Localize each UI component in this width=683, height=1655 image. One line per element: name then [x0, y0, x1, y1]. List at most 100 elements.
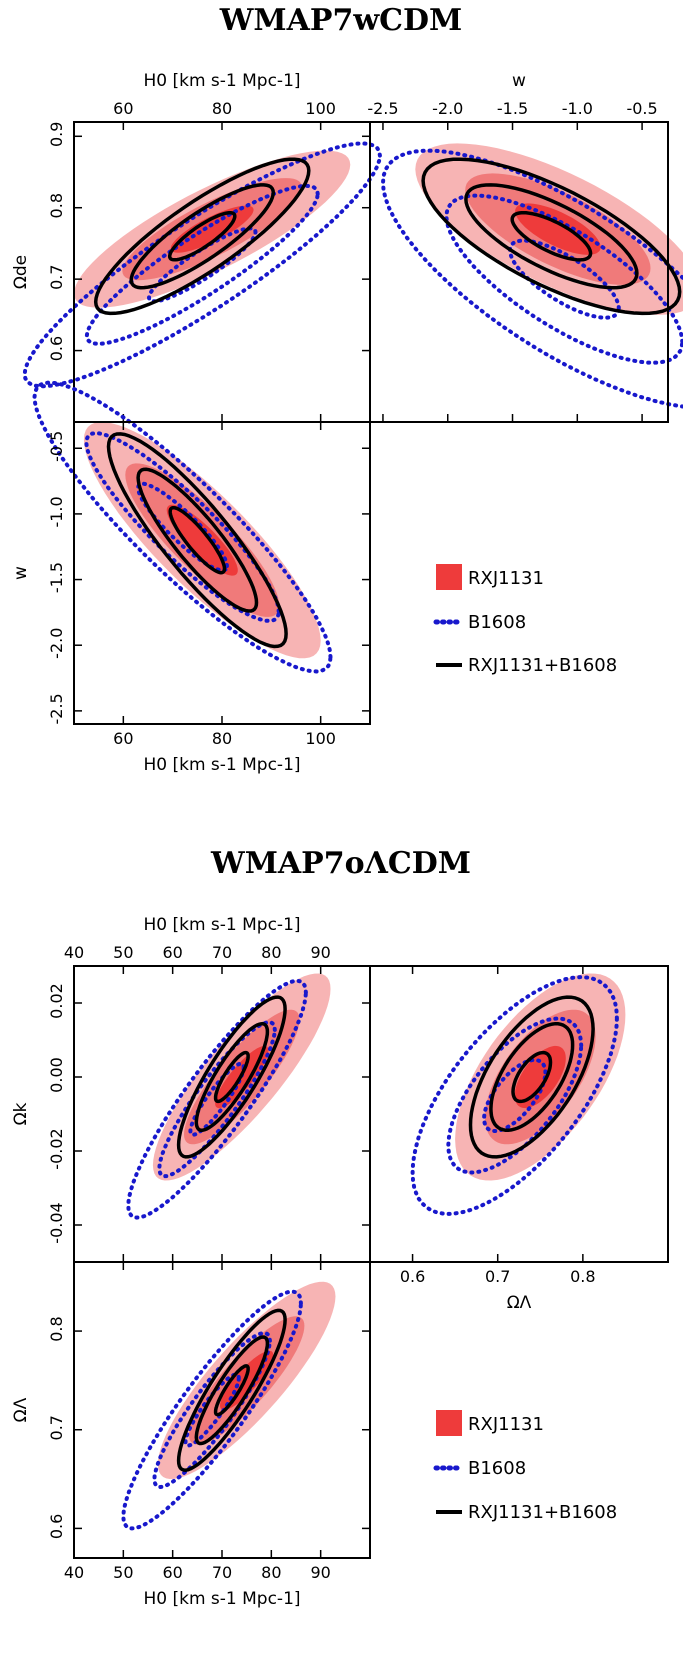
panel-h0_ok: 40 50 60 70 80 90 -0.04 -0.02 0.00 0.02 H0 [km s-1…	[11, 915, 371, 1263]
x-tick-label: 80	[212, 99, 232, 118]
x-tick-label: 40	[64, 1563, 84, 1582]
x-axis-label: H0 [km s-1 Mpc-1]	[143, 71, 300, 91]
b1608-contour-2	[183, 1372, 241, 1448]
y-tick-label: -0.5	[47, 431, 66, 462]
y-tick-label: 0.6	[47, 336, 66, 361]
b1608-contour-0	[121, 1289, 303, 1531]
legend-rx-swatch	[436, 564, 462, 590]
combined-contour-0	[106, 432, 288, 649]
combined-contour-1	[194, 1335, 270, 1446]
legend-combined-label: RXJ1131+B1608	[468, 655, 617, 676]
x-tick-label: 40	[64, 943, 84, 962]
y-tick-label: -2.5	[47, 693, 66, 724]
x-tick-label: -0.5	[626, 99, 657, 118]
x-tick-label: -2.5	[367, 99, 398, 118]
y-tick-label: -0.02	[47, 1128, 66, 1169]
y-axis-label: ΩΛ	[11, 1397, 31, 1422]
x-tick-label: 70	[212, 1563, 232, 1582]
b1608-contour-1	[446, 1016, 584, 1175]
combined-contour-2	[168, 505, 227, 575]
x-axis-label: w	[512, 71, 526, 91]
y-tick-label: 0.8	[47, 193, 66, 218]
x-tick-label: -1.5	[497, 99, 528, 118]
x-tick-label: 100	[305, 99, 336, 118]
y-tick-label: 0.7	[47, 1415, 66, 1440]
combined-contour-1	[194, 1021, 270, 1133]
y-tick-label: -2.0	[47, 628, 66, 659]
legend-b1608-label: B1608	[468, 612, 526, 633]
y-tick-label: 0.00	[47, 1057, 66, 1093]
x-tick-label: 90	[310, 943, 330, 962]
panel-h0_ol: 40 50 60 70 80 90 0.6 0.7 0.8 H0 [km s-1 Mpc-1] ΩΛ	[11, 1261, 371, 1609]
combined-contour-0	[421, 157, 682, 316]
x-tick-label: 60	[113, 99, 133, 118]
combined-contour-1	[136, 467, 259, 613]
x-axis-label: H0 [km s-1 Mpc-1]	[143, 915, 300, 935]
panels-group: 60 80 100 0.6 0.7 0.8 0.9 H0 [km s-1 Mpc-1] Ωde -…	[11, 71, 683, 1609]
combined-contour-0	[176, 1308, 287, 1472]
y-axis-label: Ωde	[11, 255, 31, 289]
b1608-contour-2	[146, 226, 258, 304]
y-axis-label: Ωk	[11, 1102, 31, 1125]
legend-rx-label: RXJ1131	[468, 568, 544, 589]
y-tick-label: 0.8	[47, 1316, 66, 1341]
b1608-contour-0	[126, 978, 308, 1220]
combined-contour-1	[129, 183, 276, 290]
combined-contour-0	[176, 995, 287, 1159]
y-tick-label: 0.9	[47, 122, 66, 147]
x-tick-label: 0.7	[485, 1267, 510, 1286]
panel-frame	[369, 965, 669, 1263]
combined-contour-2	[213, 1364, 250, 1417]
b1608-contour-0	[410, 975, 619, 1216]
x-tick-label: 0.8	[570, 1267, 595, 1286]
x-tick-label: 70	[212, 943, 232, 962]
b1608-contour-0	[22, 141, 382, 389]
x-axis-label: H0 [km s-1 Mpc-1]	[143, 755, 300, 775]
panel-h0_ode: 60 80 100 0.6 0.7 0.8 0.9 H0 [km s-1 Mpc-1] Ωde	[11, 71, 382, 423]
x-tick-label: 50	[113, 943, 133, 962]
y-tick-label: -1.0	[47, 496, 66, 527]
x-tick-label: 50	[113, 1563, 133, 1582]
combined-contour-2	[167, 210, 237, 262]
b1608-contour-2	[188, 1061, 246, 1137]
wcdm-title: WMAP7wCDM	[219, 3, 463, 38]
x-axis-label: ΩΛ	[507, 1293, 532, 1313]
combined-contour-2	[511, 1050, 553, 1104]
olcdm-title: WMAP7oΛCDM	[210, 846, 471, 881]
x-tick-label: 60	[162, 1563, 182, 1582]
panel-frame	[369, 121, 669, 423]
panel-h0_w: 60 80 100 -2.5 -2.0 -1.5 -1.0 -0.5 H0 [km s-1 Mp…	[11, 380, 371, 775]
x-tick-label: 0.6	[400, 1267, 425, 1286]
x-tick-label: 60	[113, 729, 133, 748]
legend2-combined-label: RXJ1131+B1608	[468, 1502, 617, 1523]
rx-contour-inner	[514, 1045, 566, 1109]
x-tick-label: 90	[310, 1563, 330, 1582]
panel-ol_ok: 0.6 0.7 0.8 ΩΛ	[369, 965, 669, 1313]
x-tick-label: 100	[305, 729, 336, 748]
y-tick-label: -1.5	[47, 562, 66, 593]
combined-contour-1	[489, 1021, 575, 1133]
legend2-rx-swatch	[436, 1410, 462, 1436]
rx-contour-inner	[170, 205, 254, 253]
x-tick-label: -2.0	[432, 99, 463, 118]
combined-contour-2	[213, 1050, 250, 1104]
y-tick-label: -0.04	[47, 1202, 66, 1243]
x-tick-label: -1.0	[562, 99, 593, 118]
y-tick-label: 0.7	[47, 264, 66, 289]
b1608-contour-1	[444, 193, 683, 365]
b1608-contour-0	[32, 380, 333, 674]
b1608-contour-0	[380, 148, 683, 409]
x-tick-label: 80	[261, 1563, 281, 1582]
panel-w_ode: -2.5 -2.0 -1.5 -1.0 -0.5 w	[367, 71, 683, 423]
legend2-b1608-label: B1608	[468, 1458, 526, 1479]
legend2-rx-label: RXJ1131	[468, 1414, 544, 1435]
x-axis-label: H0 [km s-1 Mpc-1]	[143, 1589, 300, 1609]
combined-contour-2	[510, 210, 593, 262]
y-axis-label: w	[11, 566, 31, 580]
wcdm-legend: RXJ1131 B1608 RXJ1131+B1608	[433, 564, 617, 676]
b1608-contour-1	[84, 183, 320, 346]
y-tick-label: 0.02	[47, 983, 66, 1019]
combined-contour-0	[468, 995, 595, 1159]
combined-contour-0	[93, 157, 311, 316]
